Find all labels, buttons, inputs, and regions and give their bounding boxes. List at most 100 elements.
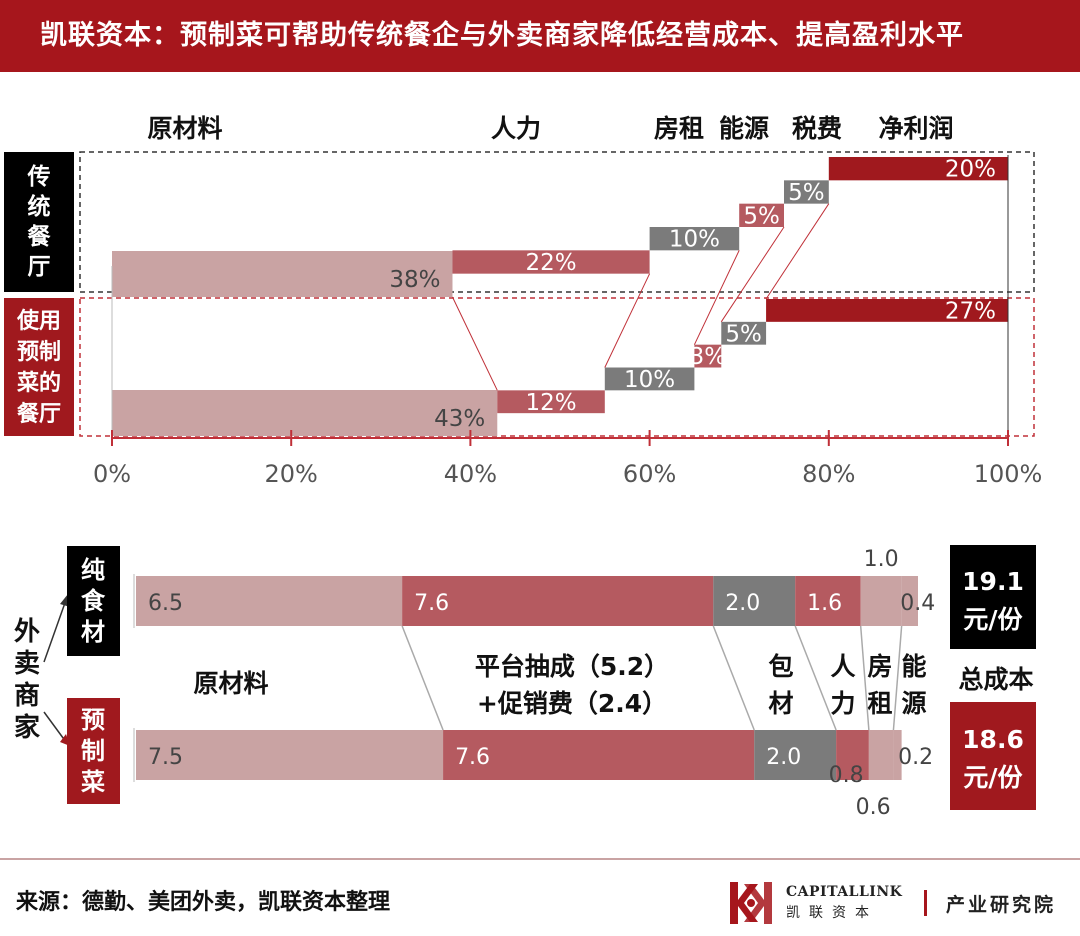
bar2-1-3 xyxy=(836,730,869,780)
x-tick-label-4: 80% xyxy=(802,460,855,488)
bar2-label-0-5: 0.4 xyxy=(900,591,935,616)
bar2-1-5 xyxy=(893,730,902,780)
bar2-label-1-0: 7.5 xyxy=(148,745,183,770)
connector2-3 xyxy=(859,625,870,731)
bar2-1-0 xyxy=(136,730,444,780)
category2-label-2: 包材 xyxy=(768,652,793,718)
category2-label-3: 人力 xyxy=(830,652,855,718)
bar2-label-0-3: 1.6 xyxy=(807,591,842,616)
connector-1 xyxy=(604,273,651,368)
row-label-traditional-text: 传统餐厅 xyxy=(27,164,52,280)
connector2-1 xyxy=(712,625,755,731)
bar2-1-1 xyxy=(443,730,755,780)
bar-label-0-5: 20% xyxy=(945,157,996,183)
bar2-label-1-3: 0.8 xyxy=(829,763,864,788)
category2-label-0: 原材料 xyxy=(193,669,268,698)
capitallink-logo-icon xyxy=(730,882,772,924)
bar2-0-2 xyxy=(713,576,796,626)
bar-label-1-2: 10% xyxy=(624,367,675,393)
category-label-0: 原材料 xyxy=(147,114,222,143)
frame-prepared xyxy=(79,297,1035,437)
category2-label-1a: 平台抽成（5.2） xyxy=(475,652,669,681)
category-label-3: 能源 xyxy=(719,114,769,143)
category2-label-1b: +促销费（2.4） xyxy=(477,689,667,718)
bar-label-1-4: 5% xyxy=(725,321,762,347)
bar2-0-0 xyxy=(136,576,403,626)
bar2-0-3 xyxy=(795,576,861,626)
bar-1-5 xyxy=(766,299,1008,322)
connector2-4 xyxy=(892,625,903,731)
category2-label-4: 房租 xyxy=(867,652,892,718)
bar-label-0-1: 22% xyxy=(525,250,576,276)
frame-traditional xyxy=(79,151,1035,293)
brand-logo: CAPITALLINK 凯联资本 产业研究院 xyxy=(724,878,1074,928)
bar-0-3 xyxy=(739,203,784,227)
row-label-ingredients-text: 纯食材 xyxy=(81,556,106,646)
connector-4 xyxy=(765,203,830,300)
bar-1-3 xyxy=(694,344,722,368)
category-label-1: 人力 xyxy=(491,114,541,143)
bar-label-1-5: 27% xyxy=(945,298,996,324)
row-label-prepared-dish-text: 预制菜 xyxy=(80,706,105,796)
institute-name: 产业研究院 xyxy=(946,894,1057,916)
page-title: 凯联资本：预制菜可帮助传统餐企与外卖商家降低经营成本、提高盈利水平 xyxy=(40,20,964,51)
bar-0-0 xyxy=(112,251,453,297)
arrow-down-line xyxy=(43,711,67,743)
row-label-prepared-text: 使用预制菜的餐厅 xyxy=(16,309,61,427)
bar-1-4 xyxy=(721,321,767,345)
bar2-label-0-2: 2.0 xyxy=(725,591,760,616)
source-note: 来源：德勤、美团外卖，凯联资本整理 xyxy=(16,890,391,915)
category-label-5: 净利润 xyxy=(878,114,953,143)
bar-label-1-3: 3% xyxy=(690,344,727,370)
total-box-ingredients xyxy=(950,545,1036,649)
total-unit-prepared: 元/份 xyxy=(963,763,1022,792)
bar2-0-4 xyxy=(860,576,902,626)
arrow-up-line xyxy=(43,599,67,663)
bar-1-1 xyxy=(497,390,605,414)
bar-label-0-4: 5% xyxy=(788,180,825,206)
total-value-ingredients: 19.1 xyxy=(962,567,1024,596)
total-box-prepared xyxy=(950,702,1036,810)
x-tick-label-5: 100% xyxy=(974,460,1043,488)
x-tick-label-1: 20% xyxy=(265,460,318,488)
bar-label-0-2: 10% xyxy=(669,227,720,253)
connector2-2 xyxy=(794,625,837,731)
header-bar: 凯联资本：预制菜可帮助传统餐企与外卖商家降低经营成本、提高盈利水平 xyxy=(0,0,1080,72)
bar-1-0 xyxy=(112,390,498,436)
bar-0-4 xyxy=(784,180,829,204)
connector2-0 xyxy=(401,625,444,731)
bar2-0-5 xyxy=(901,576,918,626)
bar-label-1-1: 12% xyxy=(525,390,576,416)
bar-label-1-0: 43% xyxy=(434,406,485,432)
total-cost-label: 总成本 xyxy=(958,665,1033,694)
bar2-0-1 xyxy=(402,576,714,626)
bar2-label-1-5: 0.2 xyxy=(898,745,933,770)
row-label-prepared-dish xyxy=(67,698,120,804)
brand-separator xyxy=(924,890,927,916)
total-value-prepared: 18.6 xyxy=(962,725,1024,754)
x-tick-label-3: 60% xyxy=(623,460,676,488)
bar2-label-1-2: 2.0 xyxy=(766,745,801,770)
brand-name-en: CAPITALLINK xyxy=(786,884,903,900)
x-tick-label-2: 40% xyxy=(444,460,497,488)
bar2-label-1-4: 0.6 xyxy=(856,795,891,820)
bar2-label-0-1: 7.6 xyxy=(414,591,449,616)
bar-0-1 xyxy=(452,250,650,274)
footer-divider xyxy=(0,858,1080,860)
brand-name-cn: 凯联资本 xyxy=(786,905,878,921)
bar-label-0-3: 5% xyxy=(743,203,780,229)
row-label-traditional xyxy=(4,152,74,292)
bar-label-0-0: 38% xyxy=(389,267,440,293)
category-label-2: 房租 xyxy=(654,114,704,143)
category2-label-5: 能源 xyxy=(901,652,926,718)
row-label-prepared xyxy=(4,298,74,436)
row-label-ingredients xyxy=(67,546,120,656)
bar-0-5 xyxy=(828,157,1008,181)
connector-3 xyxy=(720,226,785,323)
connector-2 xyxy=(693,250,740,345)
bar2-label-0-4: 1.0 xyxy=(864,547,899,572)
category-label-4: 税费 xyxy=(792,114,842,143)
